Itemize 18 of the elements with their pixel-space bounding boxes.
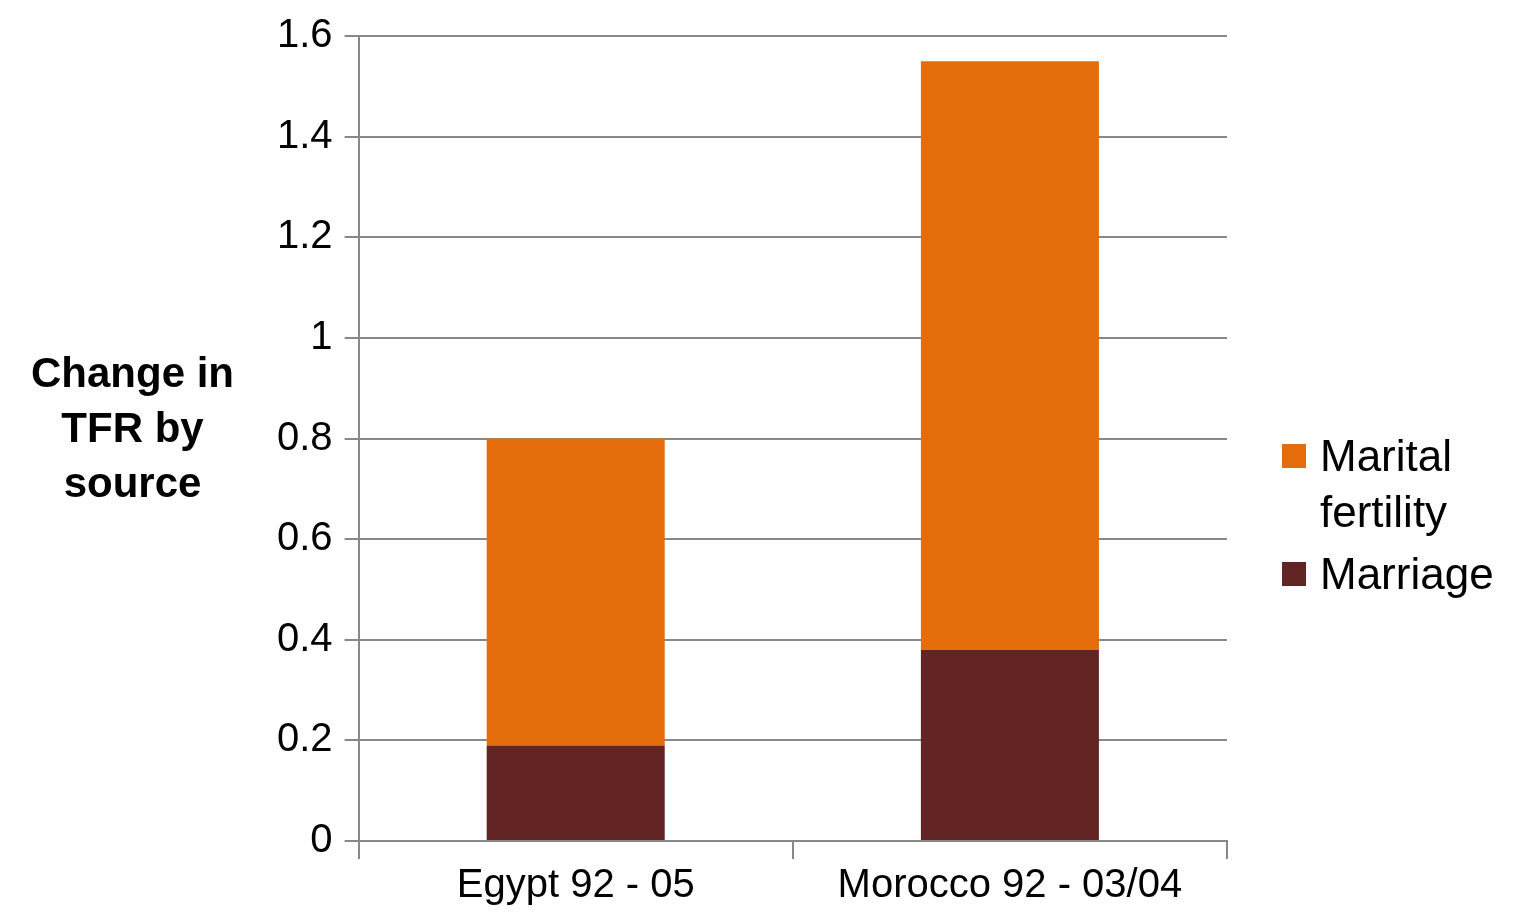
y-tick-label: 1.4 bbox=[277, 111, 333, 156]
legend-label: Marriage bbox=[1320, 548, 1494, 600]
y-tick-label: 0.6 bbox=[277, 514, 333, 559]
legend-label: Marital fertility bbox=[1320, 430, 1454, 538]
y-tick-label: 1 bbox=[310, 312, 333, 357]
y-axis-title: Change in TFR by source bbox=[30, 348, 235, 508]
y-tick-label: 0.2 bbox=[277, 715, 333, 760]
x-tick-label: Egypt 92 - 05 bbox=[456, 861, 695, 906]
bar bbox=[486, 745, 665, 840]
y-tick-label: 0.4 bbox=[277, 614, 333, 659]
bar bbox=[920, 61, 1099, 650]
bar bbox=[920, 649, 1099, 840]
y-tick-label: 0.8 bbox=[277, 413, 333, 458]
x-tick-label: Morocco 92 - 03/04 bbox=[837, 861, 1183, 906]
y-tick-label: 1.2 bbox=[277, 212, 333, 257]
bar bbox=[486, 438, 665, 746]
y-tick-label: 0 bbox=[310, 816, 333, 861]
y-tick-label: 1.6 bbox=[277, 11, 333, 56]
